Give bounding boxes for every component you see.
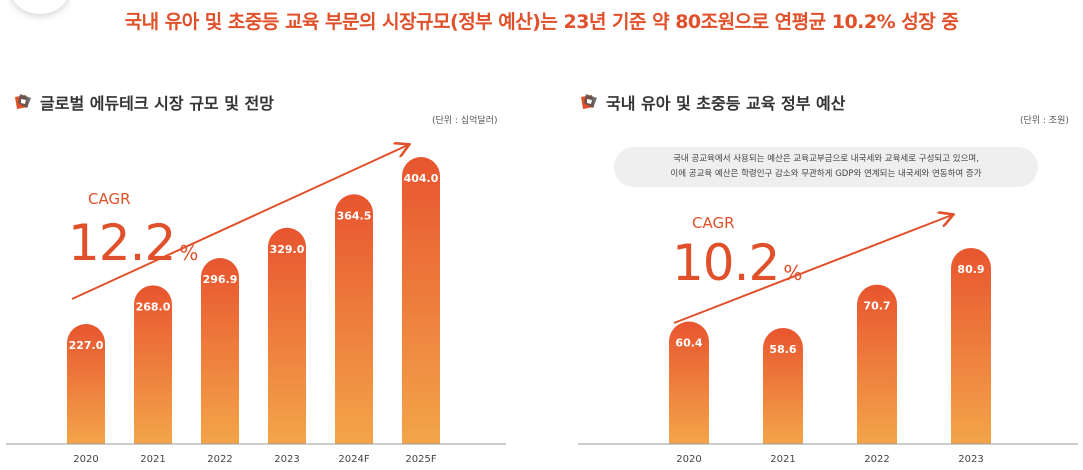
value-label-2021: 268.0 — [136, 300, 171, 313]
tick-label-2021: 2021 — [770, 454, 795, 465]
right-title-text: 국내 유아 및 초중등 교육 정부 예산 — [606, 94, 846, 113]
bar-2020 — [67, 324, 105, 444]
budget-note: 국내 공교육에서 사용되는 예산은 교육교부금으로 내국세와 교육세로 구성되고… — [614, 147, 1038, 187]
value-label-2023: 329.0 — [270, 243, 305, 256]
bar-2023 — [268, 227, 306, 444]
bar-2022 — [857, 284, 897, 444]
note-line-1: 국내 공교육에서 사용되는 예산은 교육교부금으로 내국세와 교육세로 구성되고… — [673, 154, 979, 164]
tick-label-2020: 2020 — [73, 454, 98, 465]
bar-2021 — [134, 285, 172, 444]
right-cagr-value: 10.2% — [672, 234, 802, 292]
value-label-2024F: 364.5 — [337, 209, 372, 222]
bar-2022 — [201, 258, 239, 444]
tick-label-2021: 2021 — [140, 454, 165, 465]
left-cagr-number: 12.2 — [68, 214, 176, 272]
right-cagr-label: CAGR — [692, 214, 735, 232]
left-cagr-percent: % — [179, 241, 198, 265]
value-label-2020: 60.4 — [675, 337, 702, 350]
left-title-text: 글로벌 에듀테크 시장 규모 및 전망 — [40, 94, 274, 113]
left-cagr-label: CAGR — [88, 190, 131, 208]
tick-label-2020: 2020 — [676, 454, 701, 465]
right-unit-label: (단위 : 조원) — [1020, 116, 1069, 126]
section-marker-icon — [581, 94, 597, 109]
value-label-2022: 70.7 — [863, 300, 890, 313]
note-line-2: 이에 공교육 예산은 학령인구 감소와 무관하게 GDP와 연계되는 내국세와 … — [670, 169, 982, 179]
value-label-2022: 296.9 — [203, 273, 238, 286]
tick-label-2023: 2023 — [958, 454, 983, 465]
bar-2021 — [763, 328, 803, 444]
bar-2025F — [402, 157, 440, 444]
headline: 국내 유아 및 초중등 교육 부문의 시장규모(정부 예산)는 23년 기준 약… — [124, 11, 959, 33]
tick-label-2022: 2022 — [864, 454, 889, 465]
left-unit-label: (단위 : 십억달러) — [432, 116, 498, 126]
trend-arrow — [673, 215, 952, 324]
left-cagr-value: 12.2% — [68, 214, 198, 272]
value-label-2025F: 404.0 — [404, 172, 439, 185]
left-panel-title: 글로벌 에듀테크 시장 규모 및 전망 — [14, 90, 274, 114]
section-marker-icon — [15, 94, 31, 109]
bar-2023 — [951, 248, 991, 444]
tick-label-2022: 2022 — [207, 454, 232, 465]
bar-2024F — [335, 194, 373, 444]
value-label-2021: 58.6 — [769, 343, 796, 356]
right-cagr-percent: % — [783, 261, 802, 285]
tick-label-2025F: 2025F — [405, 454, 436, 465]
tick-label-2024F: 2024F — [338, 454, 369, 465]
value-label-2020: 227.0 — [69, 339, 104, 352]
bar-2020 — [669, 321, 709, 444]
trend-arrow — [71, 145, 408, 300]
corner-decoration — [10, 0, 70, 14]
value-label-2023: 80.9 — [957, 263, 984, 276]
right-cagr-number: 10.2 — [672, 234, 780, 292]
tick-label-2023: 2023 — [274, 454, 299, 465]
right-panel-title: 국내 유아 및 초중등 교육 정부 예산 — [580, 90, 846, 114]
